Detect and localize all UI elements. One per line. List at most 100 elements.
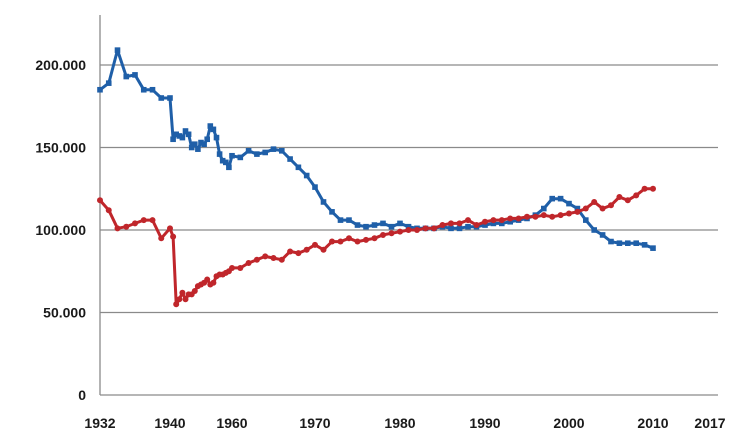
data-point <box>388 223 395 230</box>
data-point <box>191 288 198 295</box>
data-point <box>287 156 293 162</box>
data-point <box>465 217 471 224</box>
data-point <box>132 72 138 78</box>
data-point <box>557 195 564 202</box>
data-point <box>456 220 463 227</box>
data-point <box>149 86 156 93</box>
data-point <box>329 209 335 215</box>
data-point <box>397 228 403 235</box>
data-point <box>599 232 606 238</box>
data-point <box>354 238 361 245</box>
data-point <box>650 185 656 192</box>
data-point <box>201 141 207 147</box>
data-point <box>616 240 623 246</box>
data-point <box>456 225 463 232</box>
data-point <box>591 227 597 233</box>
data-point <box>114 225 121 232</box>
data-point <box>320 199 327 205</box>
data-point <box>173 301 180 308</box>
data-point <box>507 215 514 222</box>
data-point <box>245 148 252 154</box>
data-point <box>173 131 179 138</box>
x-tick-label: 2000 <box>553 415 584 430</box>
data-point <box>295 164 302 171</box>
data-point <box>540 212 547 219</box>
data-point <box>566 210 572 217</box>
data-point <box>182 128 189 134</box>
data-point <box>123 223 130 230</box>
data-point <box>532 213 539 220</box>
x-tick-label: 1990 <box>469 415 500 430</box>
gridlines <box>100 64 718 314</box>
data-point <box>363 236 369 243</box>
data-point <box>303 172 310 179</box>
data-point <box>270 255 277 262</box>
data-point <box>641 185 648 192</box>
data-point <box>149 217 156 224</box>
data-point <box>114 47 121 53</box>
data-point <box>237 264 244 271</box>
data-point <box>216 151 223 157</box>
data-point <box>210 126 217 133</box>
data-point <box>557 212 564 219</box>
data-point <box>303 246 310 253</box>
data-point <box>515 215 522 222</box>
data-point <box>204 276 211 283</box>
data-point <box>140 86 147 93</box>
data-point <box>498 217 505 224</box>
data-point <box>223 159 229 166</box>
data-point <box>371 235 378 242</box>
data-point <box>253 256 260 263</box>
data-point <box>405 227 412 233</box>
data-point <box>312 241 318 248</box>
data-point <box>105 207 112 214</box>
data-point <box>499 220 505 227</box>
data-point <box>448 225 454 232</box>
data-point <box>380 220 386 227</box>
data-point <box>176 133 183 139</box>
data-point <box>123 73 130 80</box>
data-point <box>219 157 226 164</box>
data-point <box>182 296 189 303</box>
y-tick-label: 0 <box>78 387 86 403</box>
data-point <box>380 231 386 238</box>
series-1 <box>97 47 656 251</box>
data-point <box>170 233 177 240</box>
data-point <box>295 250 302 257</box>
series-2 <box>97 185 656 308</box>
data-point <box>346 217 352 223</box>
data-point <box>524 213 530 220</box>
data-point <box>320 246 327 253</box>
data-point <box>97 86 103 93</box>
x-tick-label: 1932 <box>84 415 115 430</box>
y-tick-labels: 0 50.000 100.000 150.000 200.000 <box>35 57 86 403</box>
data-point <box>608 202 614 209</box>
data-point <box>195 146 201 152</box>
data-point <box>170 136 176 143</box>
data-point <box>179 134 186 141</box>
data-point <box>188 144 195 151</box>
data-point <box>641 242 648 248</box>
data-point <box>354 222 361 228</box>
data-point <box>167 225 173 232</box>
data-point <box>158 235 165 242</box>
data-point <box>633 192 640 199</box>
data-point <box>599 205 606 212</box>
data-point <box>490 220 497 227</box>
y-tick-label: 50.000 <box>43 305 86 321</box>
x-tick-label: 2010 <box>637 415 668 430</box>
data-point <box>97 197 103 204</box>
data-point <box>414 227 420 233</box>
data-point <box>616 194 623 200</box>
data-point <box>482 218 488 225</box>
data-point <box>229 152 235 159</box>
data-point <box>132 220 138 227</box>
data-point <box>287 248 294 255</box>
data-point <box>507 218 513 225</box>
data-point <box>179 289 186 296</box>
data-point <box>167 95 173 101</box>
data-point <box>198 139 204 146</box>
data-point <box>213 134 220 141</box>
